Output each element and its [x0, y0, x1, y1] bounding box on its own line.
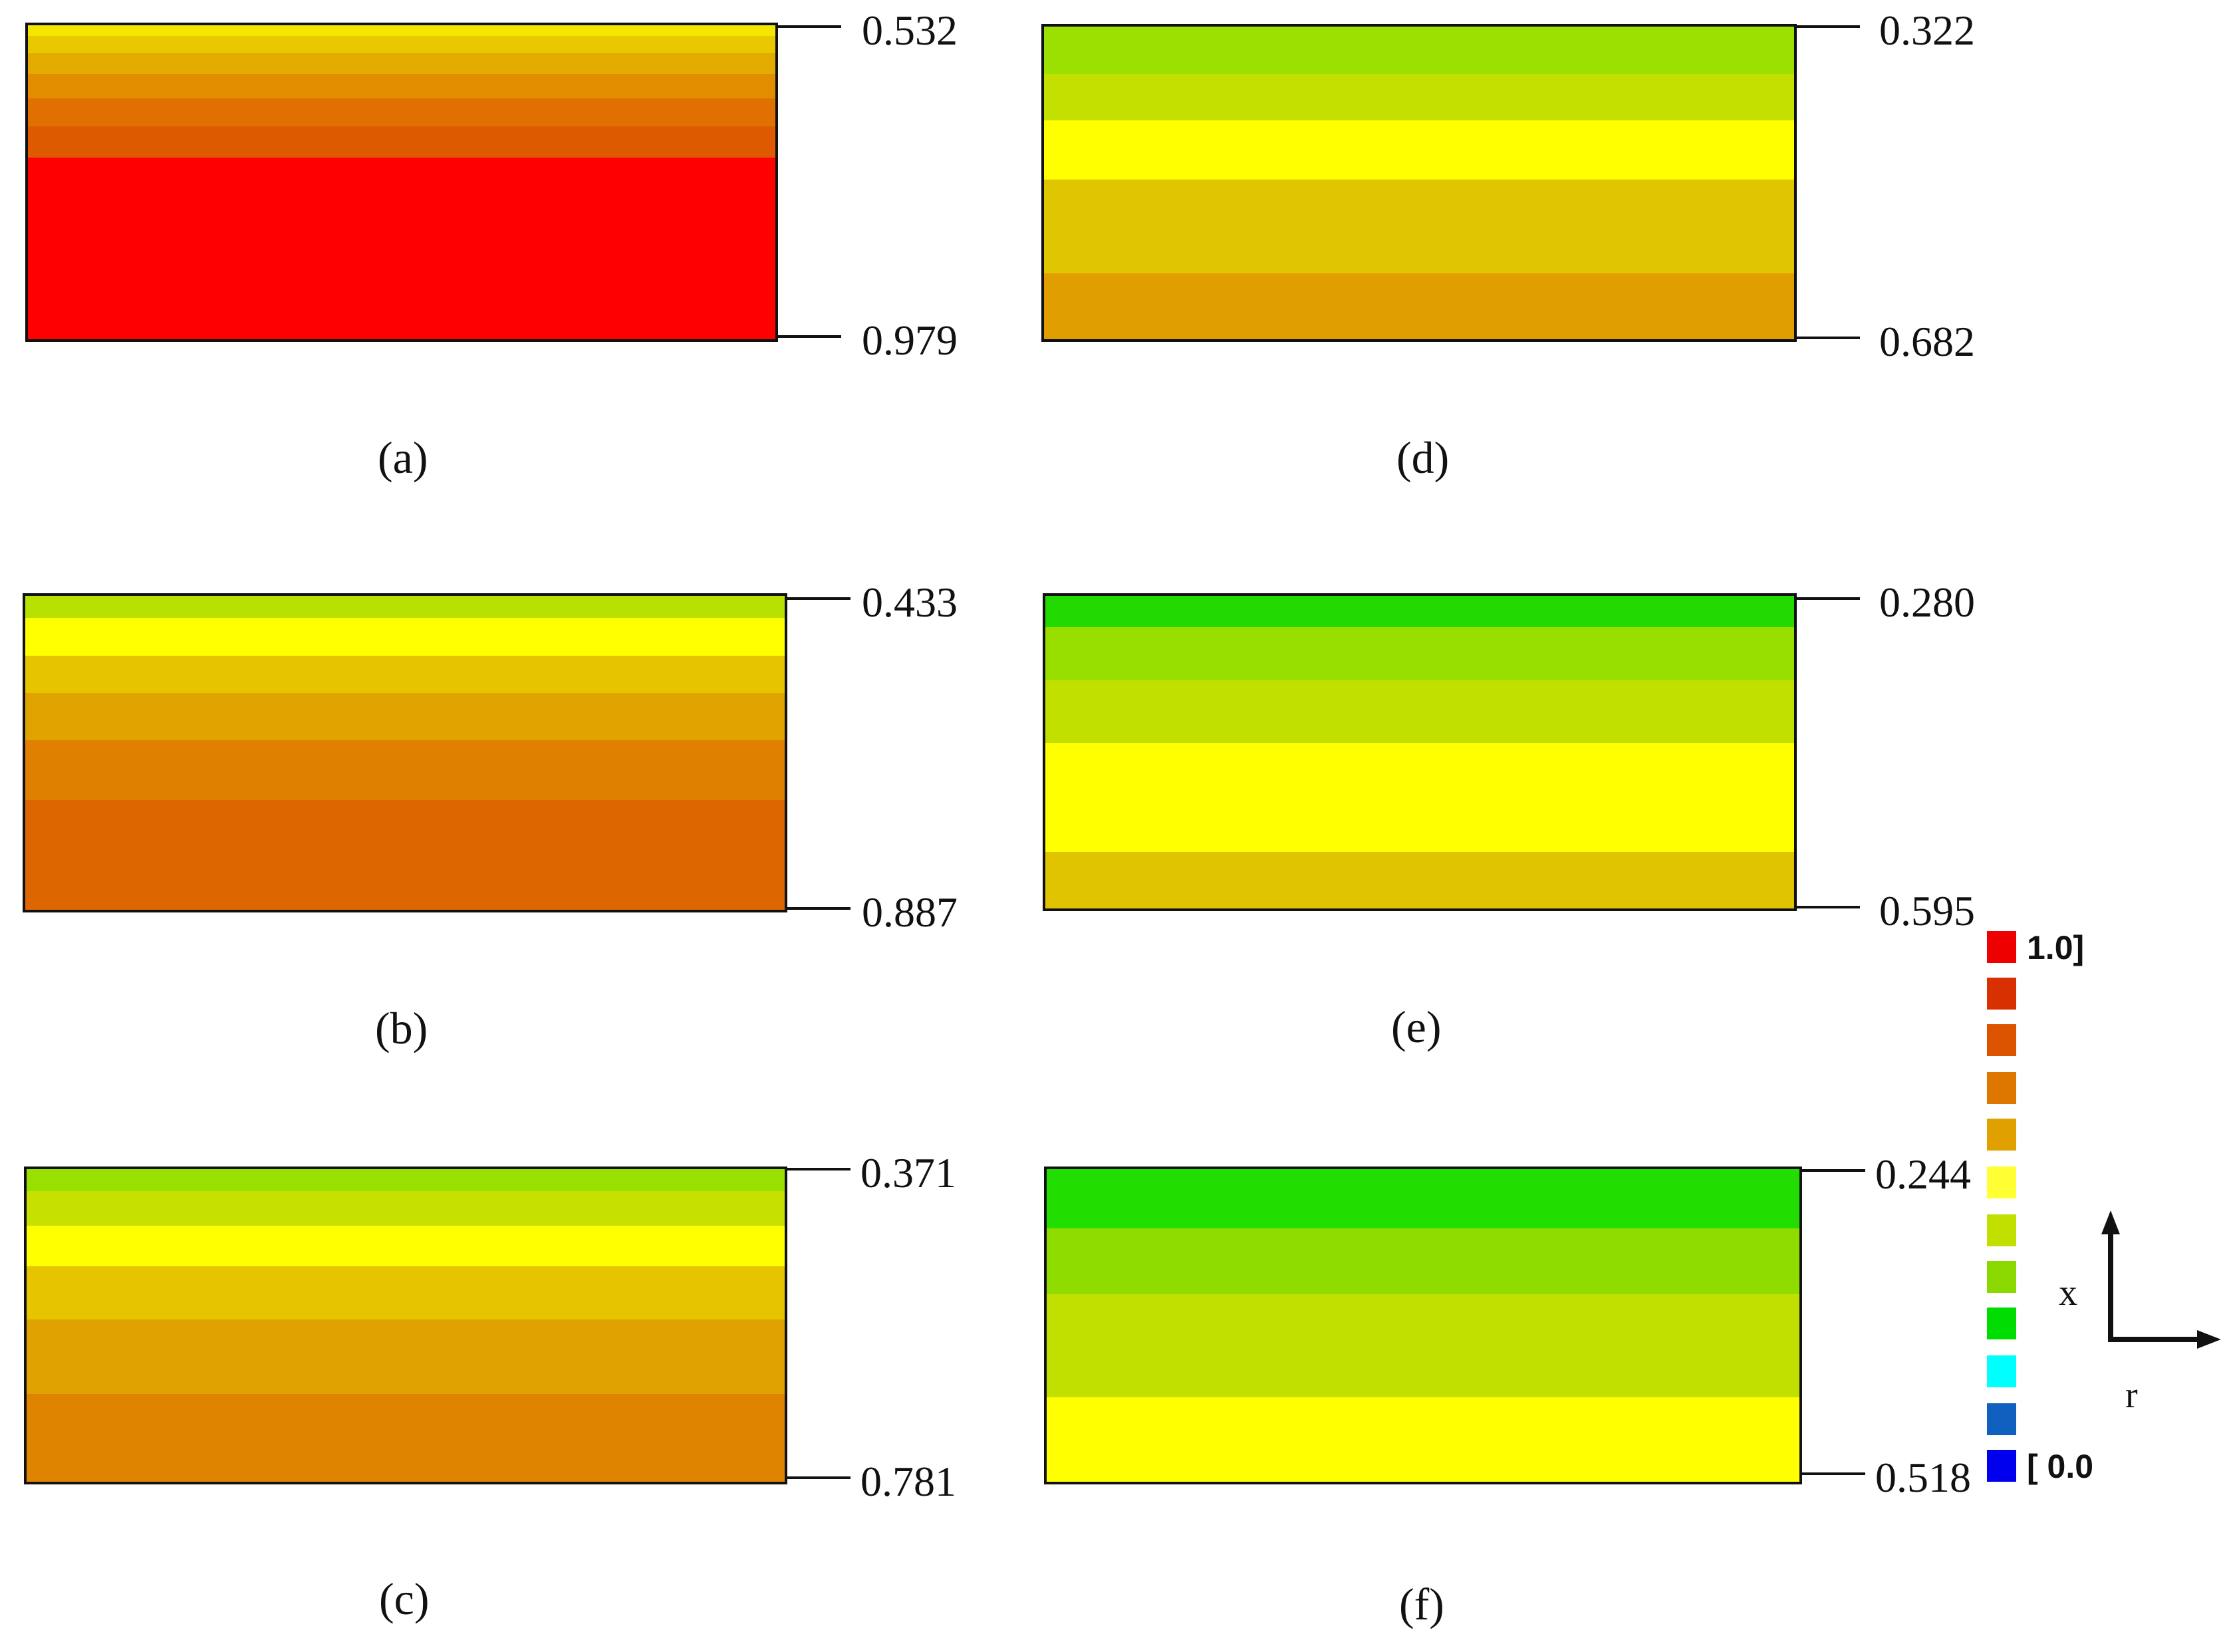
contour-band	[28, 98, 775, 127]
contour-band	[1044, 180, 1794, 274]
tick-c-bottom	[787, 1476, 851, 1479]
panel-c-caption: (c)	[379, 1574, 430, 1624]
panel-a-caption: (a)	[378, 432, 428, 483]
panel-d-bottom-value: 0.682	[1879, 318, 1975, 365]
legend-swatch	[1987, 1072, 2016, 1104]
legend-swatch	[1987, 978, 2016, 1010]
panel-b-top-value: 0.433	[862, 579, 958, 626]
tick-a-top	[778, 25, 841, 28]
panel-d-top-value: 0.322	[1879, 7, 1975, 54]
contour-band	[27, 1319, 785, 1395]
panel-c-bottom-value: 0.781	[860, 1458, 956, 1505]
contour-band	[25, 596, 785, 619]
panel-f	[1044, 1167, 1802, 1484]
panel-d-caption: (d)	[1396, 432, 1450, 483]
contour-band	[1044, 273, 1794, 339]
panel-e-top-value: 0.280	[1879, 579, 1975, 626]
panel-b-bottom-value: 0.887	[862, 889, 958, 936]
legend-swatch	[1987, 1355, 2016, 1387]
panel-e-caption: (e)	[1391, 1002, 1442, 1052]
tick-b-top	[787, 597, 851, 600]
contour-band	[1045, 852, 1794, 908]
panel-f-caption: (f)	[1399, 1579, 1444, 1629]
contour-band	[27, 1394, 785, 1482]
contour-band	[27, 1266, 785, 1319]
tick-e-top	[1797, 597, 1860, 600]
contour-band	[28, 158, 775, 339]
panel-b	[23, 593, 787, 912]
contour-band	[28, 35, 775, 53]
panel-c	[24, 1167, 787, 1484]
contour-band	[25, 655, 785, 694]
panel-b-caption: (b)	[375, 1003, 428, 1053]
panel-e	[1043, 593, 1797, 911]
contour-band	[28, 53, 775, 74]
contour-band	[1044, 27, 1794, 74]
contour-band	[1047, 1169, 1799, 1229]
tick-d-bottom	[1797, 337, 1860, 339]
contour-band	[1044, 73, 1794, 120]
legend-swatch	[1987, 1119, 2016, 1151]
contour-band	[27, 1190, 785, 1226]
legend-swatch	[1987, 1450, 2016, 1482]
legend-swatch	[1987, 1403, 2016, 1435]
contour-band	[1045, 742, 1794, 853]
panel-f-bottom-value: 0.518	[1875, 1454, 1971, 1501]
legend-swatch	[1987, 1261, 2016, 1293]
contour-band	[28, 126, 775, 158]
tick-e-bottom	[1797, 906, 1860, 908]
panel-d	[1041, 24, 1797, 342]
legend-swatch	[1987, 1308, 2016, 1339]
contour-band	[1045, 627, 1794, 680]
contour-band	[27, 1169, 785, 1191]
contour-band	[28, 25, 775, 36]
panel-f-top-value: 0.244	[1875, 1151, 1971, 1198]
contour-band	[1047, 1397, 1799, 1482]
tick-a-bottom	[778, 335, 841, 338]
panel-e-bottom-value: 0.595	[1879, 887, 1975, 934]
tick-b-bottom	[787, 907, 851, 910]
contour-band	[25, 618, 785, 656]
tick-c-top	[787, 1168, 851, 1170]
contour-band	[27, 1225, 785, 1266]
legend-min-label: [ 0.0	[2027, 1448, 2094, 1485]
contour-band	[25, 740, 785, 800]
contour-band	[1045, 680, 1794, 743]
legend-swatch	[1987, 931, 2016, 963]
panel-a-top-value: 0.532	[862, 7, 958, 54]
axis-x-label: x	[2059, 1272, 2077, 1313]
panel-a-bottom-value: 0.979	[862, 317, 958, 364]
panel-a	[25, 23, 778, 342]
contour-band	[1047, 1228, 1799, 1294]
contour-band	[25, 693, 785, 741]
legend-swatch	[1987, 1024, 2016, 1056]
legend-swatch	[1987, 1167, 2016, 1198]
axes-arrows-icon	[2101, 1210, 2221, 1349]
contour-band	[28, 74, 775, 99]
axis-r-label: r	[2125, 1375, 2138, 1416]
contour-band	[1045, 596, 1794, 627]
panel-c-top-value: 0.371	[860, 1149, 956, 1196]
legend-max-label: 1.0]	[2027, 929, 2085, 966]
contour-band	[1044, 120, 1794, 180]
tick-d-top	[1797, 25, 1860, 28]
tick-f-bottom	[1802, 1472, 1865, 1475]
contour-band	[1047, 1294, 1799, 1398]
legend-swatch	[1987, 1214, 2016, 1246]
tick-f-top	[1802, 1169, 1865, 1172]
contour-band	[25, 799, 785, 910]
